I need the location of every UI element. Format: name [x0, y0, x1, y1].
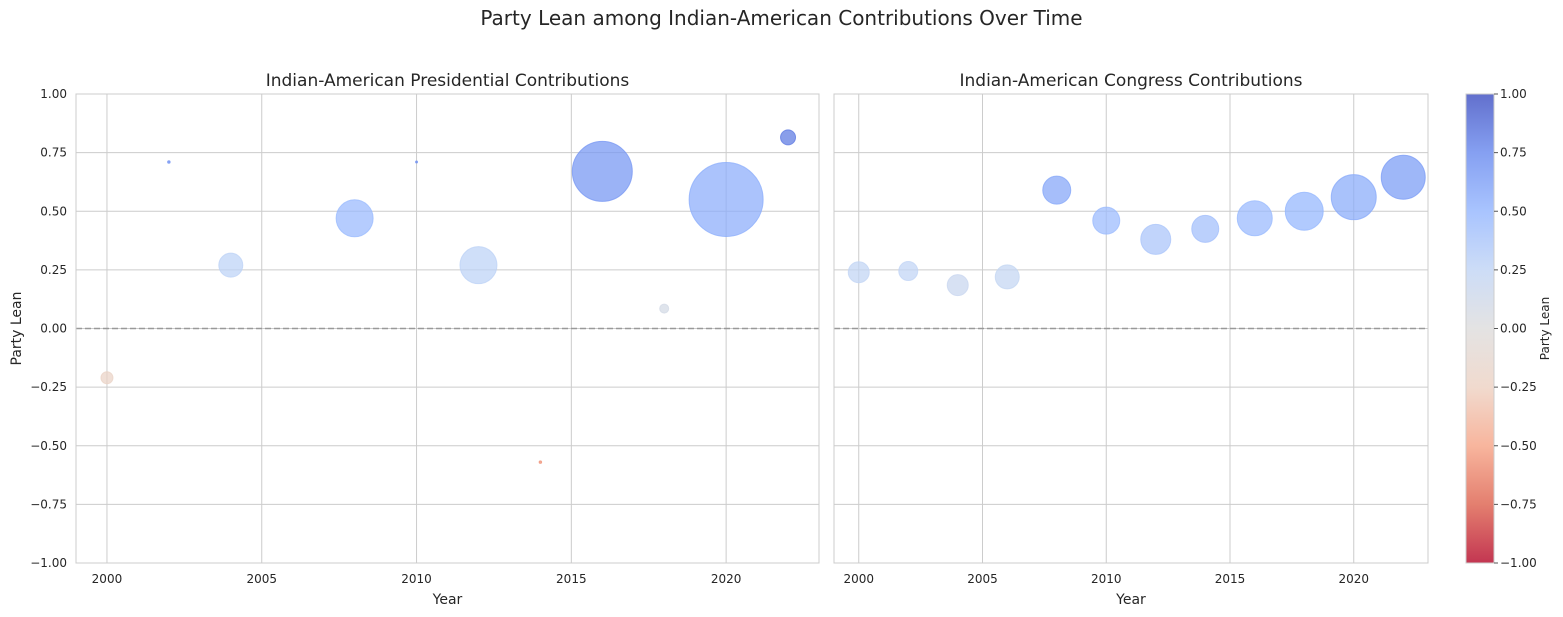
colorbar-tick-label: −1.00 — [1500, 556, 1537, 570]
y-tick-label: 0.50 — [40, 204, 67, 218]
x-tick-label: 2000 — [843, 572, 874, 586]
colorbar-tick-label: 0.50 — [1500, 204, 1527, 218]
data-point — [1380, 154, 1426, 200]
x-tick-label: 2010 — [401, 572, 432, 586]
data-point — [167, 160, 171, 164]
y-tick-label: 0.00 — [40, 322, 67, 336]
data-point — [459, 246, 498, 285]
data-point — [1191, 214, 1220, 243]
x-tick-label: 2005 — [967, 572, 998, 586]
x-axis-label: Year — [1115, 592, 1146, 608]
data-point — [1284, 191, 1324, 231]
x-tick-label: 2015 — [556, 572, 587, 586]
colorbar: −1.00 −0.75 −0.50 −0.25 0.00 0.25 0.50 0.75 1.00… — [1465, 87, 1552, 570]
colorbar-label: Party Lean — [1538, 297, 1552, 360]
x-tick-label: 2005 — [246, 572, 277, 586]
y-tick-label: −0.50 — [30, 439, 67, 453]
panel-title: Indian-American Presidential Contributio… — [266, 71, 630, 91]
data-point — [100, 371, 114, 385]
x-tick-label: 2010 — [1091, 572, 1122, 586]
y-tick-label: 1.00 — [40, 87, 67, 101]
figure-title: Party Lean among Indian-American Contrib… — [480, 6, 1083, 30]
colorbar-tick-label: −0.25 — [1500, 380, 1537, 394]
data-point — [1092, 206, 1121, 235]
data-point — [898, 261, 919, 282]
data-point — [415, 160, 419, 164]
y-tick-label: −1.00 — [30, 556, 67, 570]
colorbar-tick-label: 1.00 — [1500, 87, 1527, 101]
plot-frame — [75, 93, 820, 564]
y-axis-label: Party Lean — [9, 292, 25, 366]
y-tick-label: 0.25 — [40, 263, 67, 277]
plot-frame — [833, 93, 1429, 564]
data-point — [218, 252, 244, 278]
data-point — [688, 162, 764, 238]
x-tick-label: 2020 — [1338, 572, 1369, 586]
data-point — [571, 140, 633, 202]
x-axis-label: Year — [432, 592, 463, 608]
colorbar-tick-label: −0.75 — [1500, 497, 1537, 511]
data-point — [994, 264, 1020, 290]
data-point — [1330, 174, 1377, 221]
data-point — [1236, 200, 1273, 237]
panel-1: 2000 2005 2010 2015 2020 −1.00 −0.75 −0.50 −0.25… — [9, 71, 820, 608]
panel-title: Indian-American Congress Contributions — [960, 71, 1303, 91]
colorbar-tick-label: 0.75 — [1500, 146, 1527, 160]
data-point — [659, 303, 670, 314]
colorbar-gradient — [1465, 93, 1495, 564]
x-tick-label: 2000 — [92, 572, 123, 586]
y-tick-label: −0.25 — [30, 380, 67, 394]
data-point — [1042, 175, 1072, 205]
x-tick-label: 2020 — [711, 572, 742, 586]
colorbar-tick-label: 0.00 — [1500, 322, 1527, 336]
data-point — [335, 199, 374, 238]
colorbar-tick-label: −0.50 — [1500, 439, 1537, 453]
data-point — [780, 129, 797, 146]
y-tick-label: 0.75 — [40, 146, 67, 160]
panel-2: 2000 2005 2010 2015 2020 Indian-American Cong… — [833, 71, 1429, 608]
colorbar-tick-label: 0.25 — [1500, 263, 1527, 277]
x-tick-label: 2015 — [1215, 572, 1246, 586]
data-point — [1140, 223, 1172, 255]
y-tick-label: −0.75 — [30, 497, 67, 511]
data-point — [847, 261, 870, 284]
data-point — [538, 460, 543, 464]
data-point — [946, 274, 969, 297]
